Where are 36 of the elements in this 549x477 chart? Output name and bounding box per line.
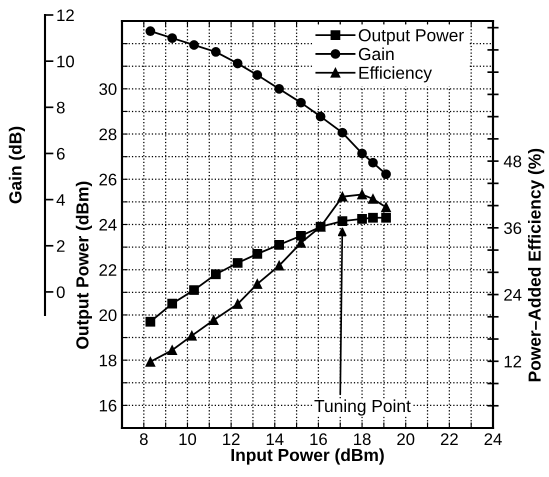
y3-tick-label: 0 (56, 286, 65, 298)
x-tick-label: 18 (354, 433, 371, 446)
y2-tick-label: 48 (504, 156, 522, 168)
y-tick-label: 20 (99, 309, 116, 322)
y3-axis-title: Gain (dB) (8, 126, 25, 204)
x-tick-label: 14 (266, 433, 284, 445)
y3-tick-label: 12 (57, 9, 74, 22)
y-tick-label: 22 (99, 264, 116, 276)
x-tick-label: 16 (310, 433, 327, 446)
y2-tick-label: 36 (504, 222, 522, 234)
y3-tick-label: 2 (56, 240, 65, 252)
legend-label: Output Power (358, 29, 464, 45)
x-axis-title: Input Power (dBm) (232, 448, 384, 465)
y2-axis-title: Power–Added Efficiency (%) (528, 148, 544, 382)
x-tick-label: 10 (179, 433, 196, 446)
annotation: Tuning Point (314, 399, 411, 416)
x-tick-label: 20 (397, 433, 414, 446)
y2-tick-label: 24 (504, 288, 522, 301)
legend-label: Efficiency (359, 66, 432, 82)
x-tick-label: 8 (140, 433, 148, 446)
y-tick-label: 16 (100, 400, 116, 412)
y-axis-title: Output Power (dBm) (76, 182, 92, 349)
x-tick-label: 22 (440, 433, 458, 445)
y-tick-label: 28 (99, 128, 116, 140)
y3-tick-label: 10 (57, 56, 74, 68)
x-tick-label: 24 (484, 433, 502, 445)
y-tick-label: 24 (99, 218, 117, 231)
y3-tick-label: 8 (56, 102, 65, 114)
y3-tick-label: 6 (56, 148, 65, 160)
y-tick-label: 30 (99, 83, 116, 96)
y-tick-label: 18 (100, 354, 116, 366)
y2-tick-label: 12 (504, 356, 522, 368)
y3-tick-label: 4 (56, 194, 65, 206)
legend-label: Gain (358, 47, 394, 60)
x-tick-label: 12 (223, 433, 240, 445)
y-tick-label: 26 (99, 174, 116, 186)
